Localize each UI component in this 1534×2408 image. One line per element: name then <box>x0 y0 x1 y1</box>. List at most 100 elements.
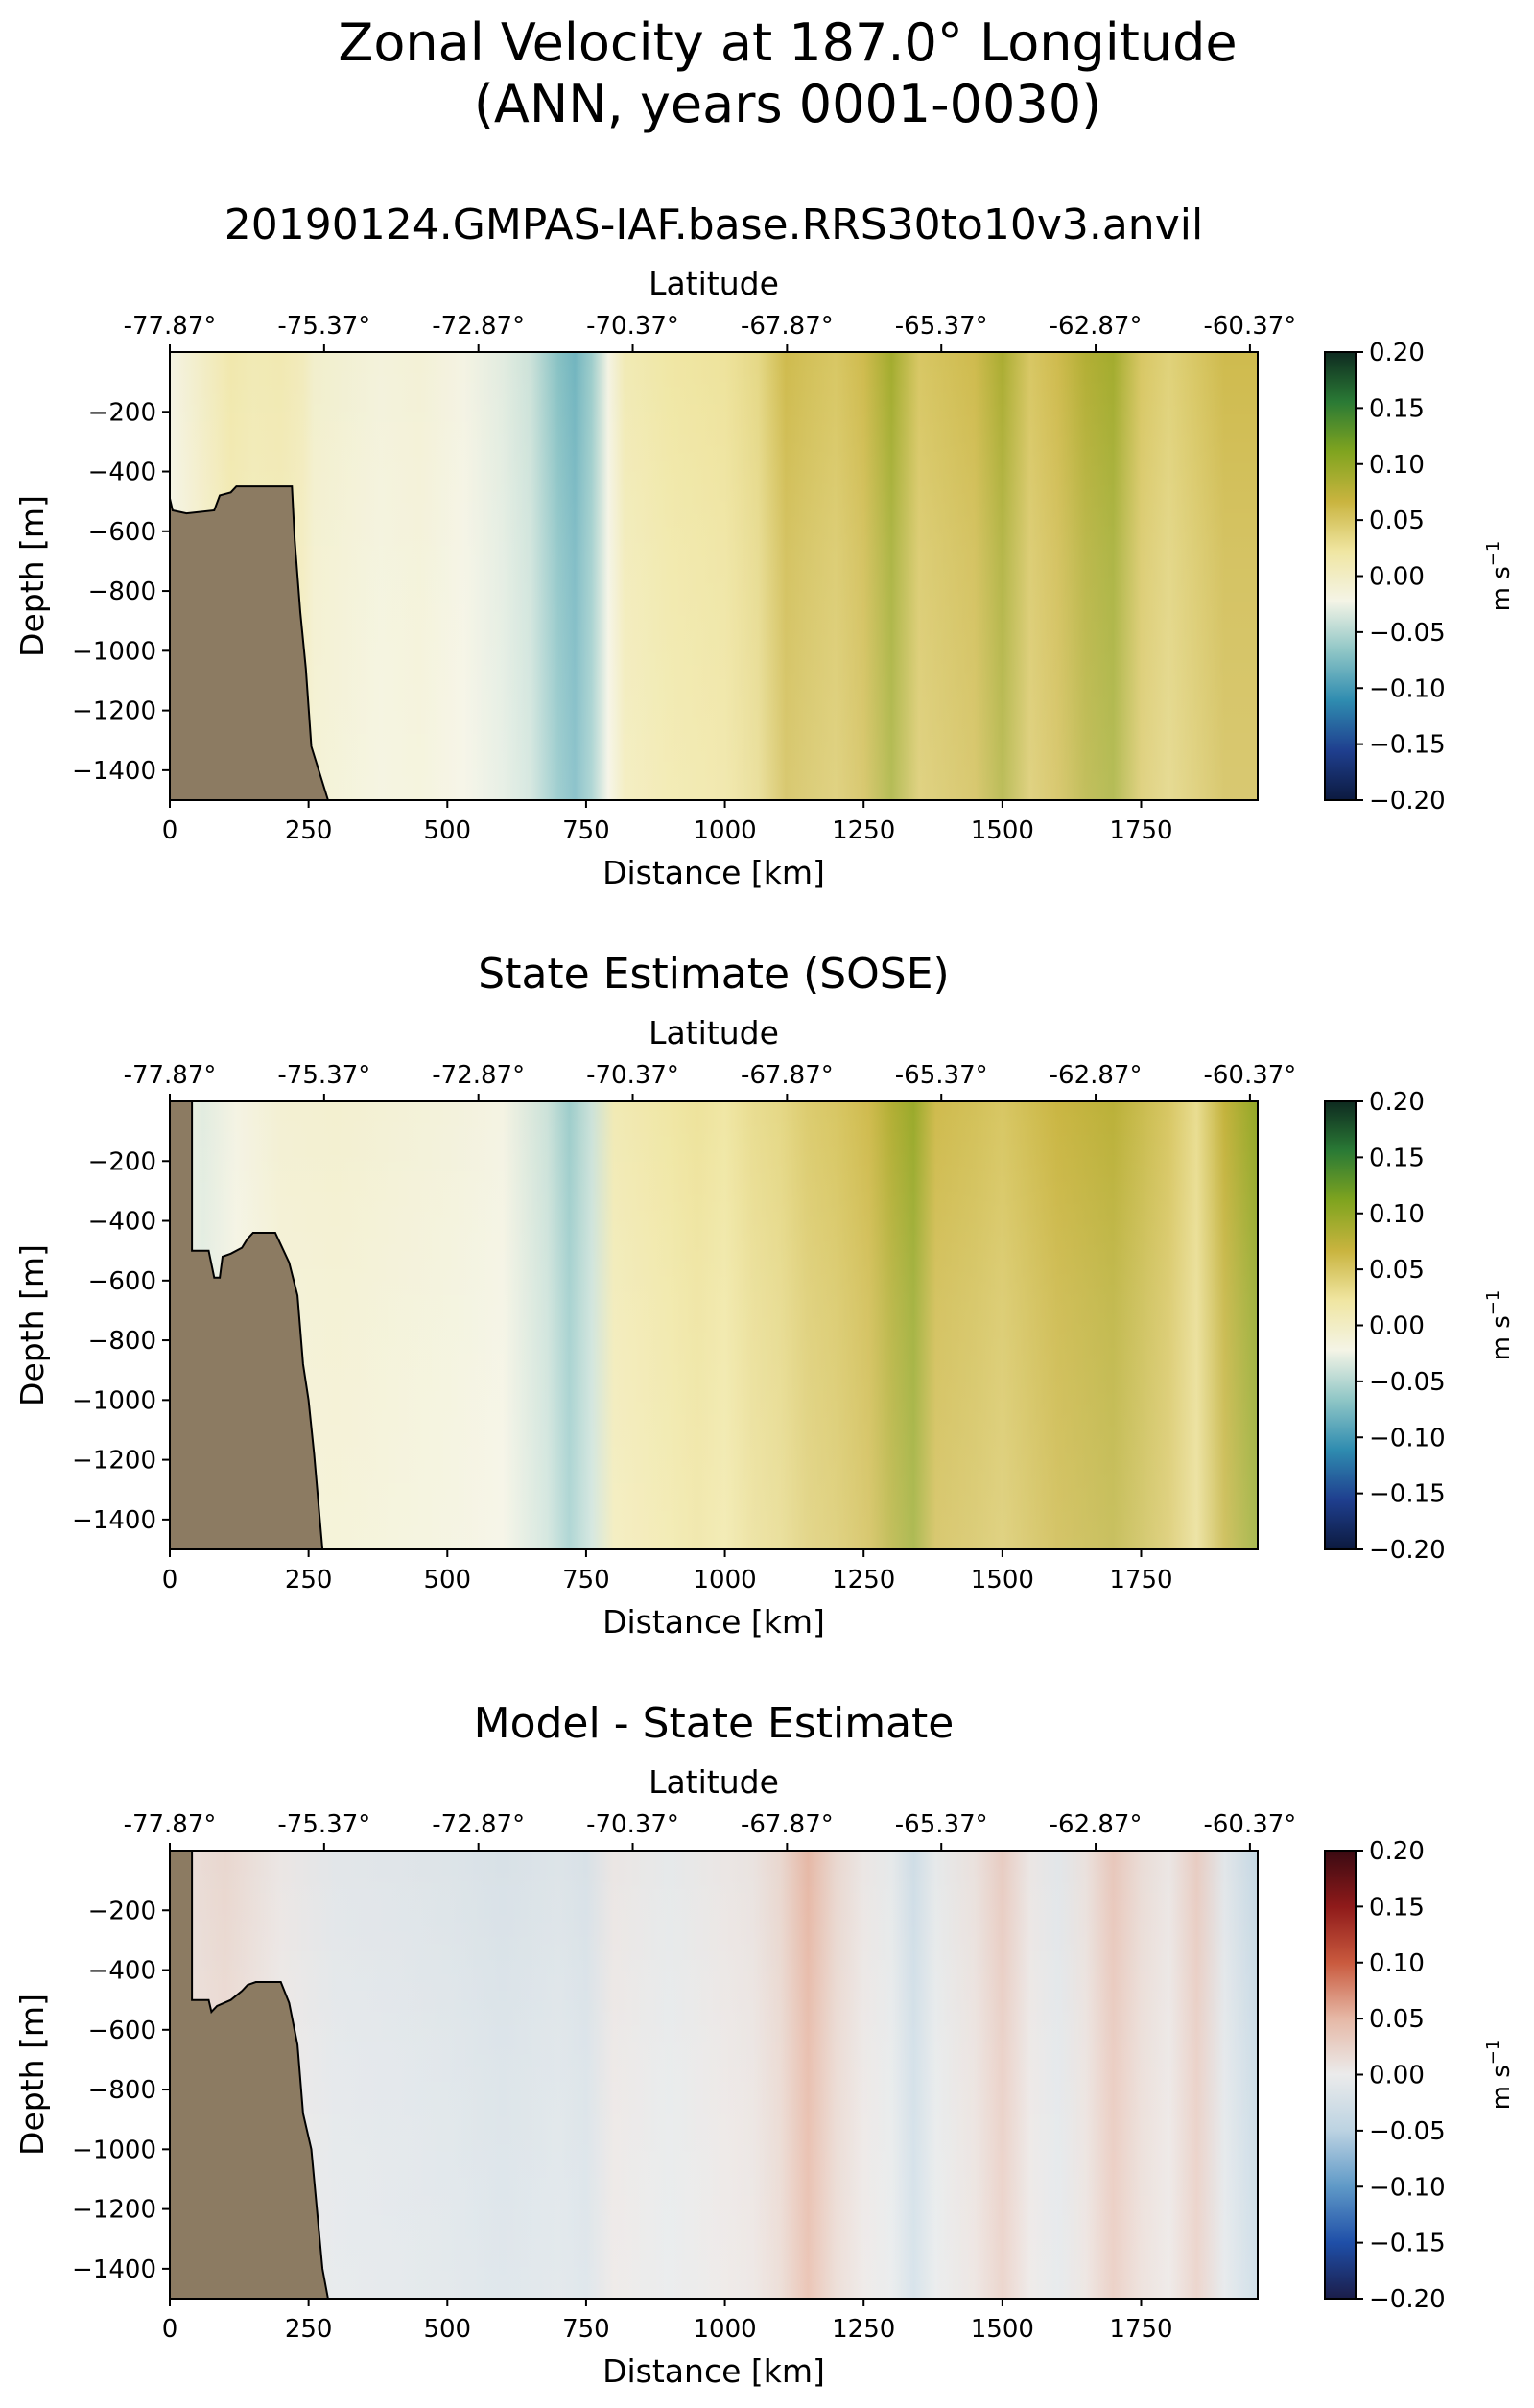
x-tick-label: 1000 <box>693 1566 756 1594</box>
x-tick-label: 1750 <box>1109 1566 1172 1594</box>
y-tick-label: −1000 <box>72 1386 156 1415</box>
colorbar-tick-label: 0.20 <box>1369 339 1425 367</box>
y-tick-label: −200 <box>88 1147 156 1176</box>
x-tick-label: 750 <box>562 816 610 845</box>
colorbar-unit-exponent: −1 <box>1483 2040 1503 2066</box>
top-tick-label: -75.37° <box>277 312 370 341</box>
colorbar-tick-label: −0.20 <box>1369 1536 1446 1565</box>
top-tick-label: -70.37° <box>586 1061 679 1090</box>
velocity-field-depth-shading <box>170 1101 1258 1549</box>
colorbar-tick-label: −0.05 <box>1369 1368 1446 1397</box>
colorbar-tick-label: −0.10 <box>1369 2173 1446 2202</box>
top-tick-label: -62.87° <box>1050 1061 1143 1090</box>
colorbar-tick-label: 0.20 <box>1369 1088 1425 1117</box>
y-tick-label: −800 <box>88 1327 156 1356</box>
colorbar <box>1324 1100 1357 1550</box>
x-axis-label: Distance [km] <box>602 2352 825 2390</box>
top-tick-label: -77.87° <box>124 1810 217 1839</box>
top-tick-label: -72.87° <box>432 312 525 341</box>
x-tick-label: 250 <box>285 816 333 845</box>
colorbar-unit-label: m s−1 <box>1483 2040 1516 2111</box>
colorbar-tick-label: 0.10 <box>1369 1200 1425 1229</box>
top-tick-label: -72.87° <box>432 1061 525 1090</box>
y-axis-label: Depth [m] <box>13 1994 51 2156</box>
colorbar-tick-label: 0.10 <box>1369 1949 1425 1978</box>
x-tick-label: 250 <box>285 2315 333 2344</box>
y-tick-label: −800 <box>88 2076 156 2105</box>
colorbar-tick-label: −0.15 <box>1369 2230 1446 2258</box>
colorbar-tick-label: −0.10 <box>1369 674 1446 703</box>
x-tick-label: 0 <box>162 1566 178 1594</box>
colorbar-tick-label: −0.10 <box>1369 1424 1446 1452</box>
x-tick-label: 1250 <box>832 1566 895 1594</box>
axes-frame <box>169 1100 1259 1550</box>
x-tick-label: 0 <box>162 816 178 845</box>
colorbar-tick-label: 0.05 <box>1369 2005 1425 2034</box>
colorbar-tick-label: −0.15 <box>1369 731 1446 760</box>
colorbar-unit-exponent: −1 <box>1483 1290 1503 1316</box>
velocity-field-depth-shading <box>170 352 1258 800</box>
x-tick-label: 1500 <box>971 2315 1034 2344</box>
colorbar-tick-label: 0.15 <box>1369 394 1425 423</box>
x-tick-label: 1750 <box>1109 816 1172 845</box>
colorbar-tick-label: −0.05 <box>1369 619 1446 648</box>
x-axis-label: Distance [km] <box>602 1603 825 1641</box>
x-tick-label: 0 <box>162 2315 178 2344</box>
top-tick-label: -72.87° <box>432 1810 525 1839</box>
colorbar-tick-label: 0.05 <box>1369 1256 1425 1285</box>
x-tick-label: 1000 <box>693 2315 756 2344</box>
top-tick-label: -77.87° <box>124 1061 217 1090</box>
y-tick-label: −1000 <box>72 2136 156 2164</box>
colorbar-unit-label: m s−1 <box>1483 1290 1516 1361</box>
x-tick-label: 1750 <box>1109 2315 1172 2344</box>
axes-frame <box>169 1850 1259 2300</box>
top-tick-label: -60.37° <box>1203 1810 1296 1839</box>
y-tick-label: −400 <box>88 459 156 487</box>
figure-title-line1: Zonal Velocity at 187.0° Longitude <box>338 12 1237 73</box>
top-tick-label: -60.37° <box>1203 312 1296 341</box>
x-tick-label: 500 <box>423 816 471 845</box>
x-tick-label: 1250 <box>832 816 895 845</box>
top-tick-label: -65.37° <box>895 1061 988 1090</box>
colorbar <box>1324 1850 1357 2300</box>
colorbar-unit-label: m s−1 <box>1483 541 1516 612</box>
velocity-field-depth-shading <box>170 1851 1258 2299</box>
top-tick-label: -65.37° <box>895 312 988 341</box>
top-tick-label: -67.87° <box>741 1061 834 1090</box>
top-tick-label: -75.37° <box>277 1810 370 1839</box>
panels: 20190124.GMPAS-IAF.base.RRS30to10v3.anvi… <box>13 201 1516 2390</box>
colorbar-tick-label: 0.00 <box>1369 1312 1425 1341</box>
colorbar-tick-label: −0.20 <box>1369 787 1446 815</box>
x-tick-label: 1000 <box>693 816 756 845</box>
colorbar-tick-label: −0.15 <box>1369 1480 1446 1509</box>
y-tick-label: −1400 <box>72 757 156 786</box>
top-tick-label: -67.87° <box>741 312 834 341</box>
y-tick-label: −600 <box>88 518 156 547</box>
colorbar-tick-label: 0.00 <box>1369 2062 1425 2090</box>
y-tick-label: −200 <box>88 1897 156 1925</box>
seafloor-bathymetry <box>169 485 330 801</box>
top-axis-label: Latitude <box>649 265 779 302</box>
colorbar <box>1324 351 1357 801</box>
colorbar-tick-label: −0.05 <box>1369 2117 1446 2146</box>
x-tick-label: 750 <box>562 2315 610 2344</box>
y-tick-label: −1200 <box>72 697 156 726</box>
top-tick-label: -70.37° <box>586 1810 679 1839</box>
x-tick-label: 1500 <box>971 816 1034 845</box>
panel-2: State Estimate (SOSE) Latitude Distance [k… <box>13 950 1516 1641</box>
figure-title-line2: (ANN, years 0001-0030) <box>474 74 1101 134</box>
top-tick-label: -77.87° <box>124 312 217 341</box>
top-axis-label: Latitude <box>649 1014 779 1051</box>
y-axis-label: Depth [m] <box>13 495 51 657</box>
colorbar-tick-label: 0.10 <box>1369 451 1425 480</box>
colorbar-tick-label: 0.05 <box>1369 507 1425 535</box>
y-tick-label: −200 <box>88 398 156 427</box>
top-tick-label: -60.37° <box>1203 1061 1296 1090</box>
colorbar-tick-label: 0.15 <box>1369 1144 1425 1172</box>
y-tick-label: −1200 <box>72 1447 156 1475</box>
colorbar-unit-exponent: −1 <box>1483 541 1503 567</box>
y-tick-label: −1400 <box>72 2255 156 2284</box>
y-tick-label: −1200 <box>72 2196 156 2225</box>
colorbar-tick-label: 0.00 <box>1369 563 1425 592</box>
panel-title: 20190124.GMPAS-IAF.base.RRS30to10v3.anvi… <box>224 201 1203 249</box>
